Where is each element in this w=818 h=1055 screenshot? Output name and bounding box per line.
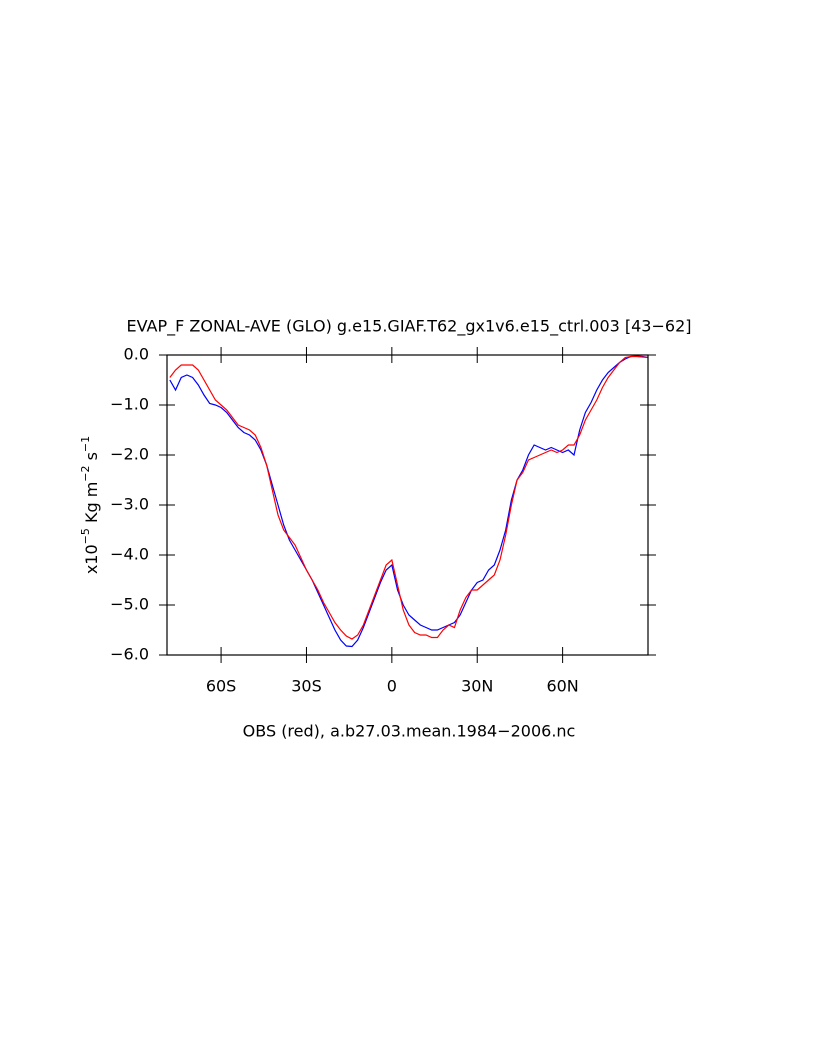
x-tick-label: 60N xyxy=(546,677,578,696)
y-tick-label: −2.0 xyxy=(110,445,149,464)
y-label-part: x10 xyxy=(82,544,101,574)
x-axis-label: OBS (red), a.b27.03.mean.1984−2006.nc xyxy=(243,722,576,741)
y-label-part: s xyxy=(82,452,101,465)
data-line xyxy=(169,355,649,648)
x-tick-label: 0 xyxy=(387,677,397,696)
y-label-part: −5 xyxy=(79,528,92,544)
y-tick-label: −4.0 xyxy=(110,545,149,564)
data-line xyxy=(169,355,649,640)
y-tick-label: −3.0 xyxy=(110,495,149,514)
y-axis-label: x10−5 Kg m−2 s−1 xyxy=(79,436,101,574)
y-tick-label: −6.0 xyxy=(110,645,149,664)
x-tick-label: 30N xyxy=(461,677,493,696)
y-label-part: −2 xyxy=(79,465,92,481)
x-tick-label: 30S xyxy=(291,677,322,696)
chart-title: EVAP_F ZONAL-AVE (GLO) g.e15.GIAF.T62_gx… xyxy=(126,317,691,337)
x-tick-label: 60S xyxy=(206,677,237,696)
y-label-part: −1 xyxy=(79,436,92,452)
y-tick-label: 0.0 xyxy=(124,345,149,364)
y-tick-label: −5.0 xyxy=(110,595,149,614)
y-label-part: Kg m xyxy=(82,482,101,528)
y-tick-label: −1.0 xyxy=(110,395,149,414)
